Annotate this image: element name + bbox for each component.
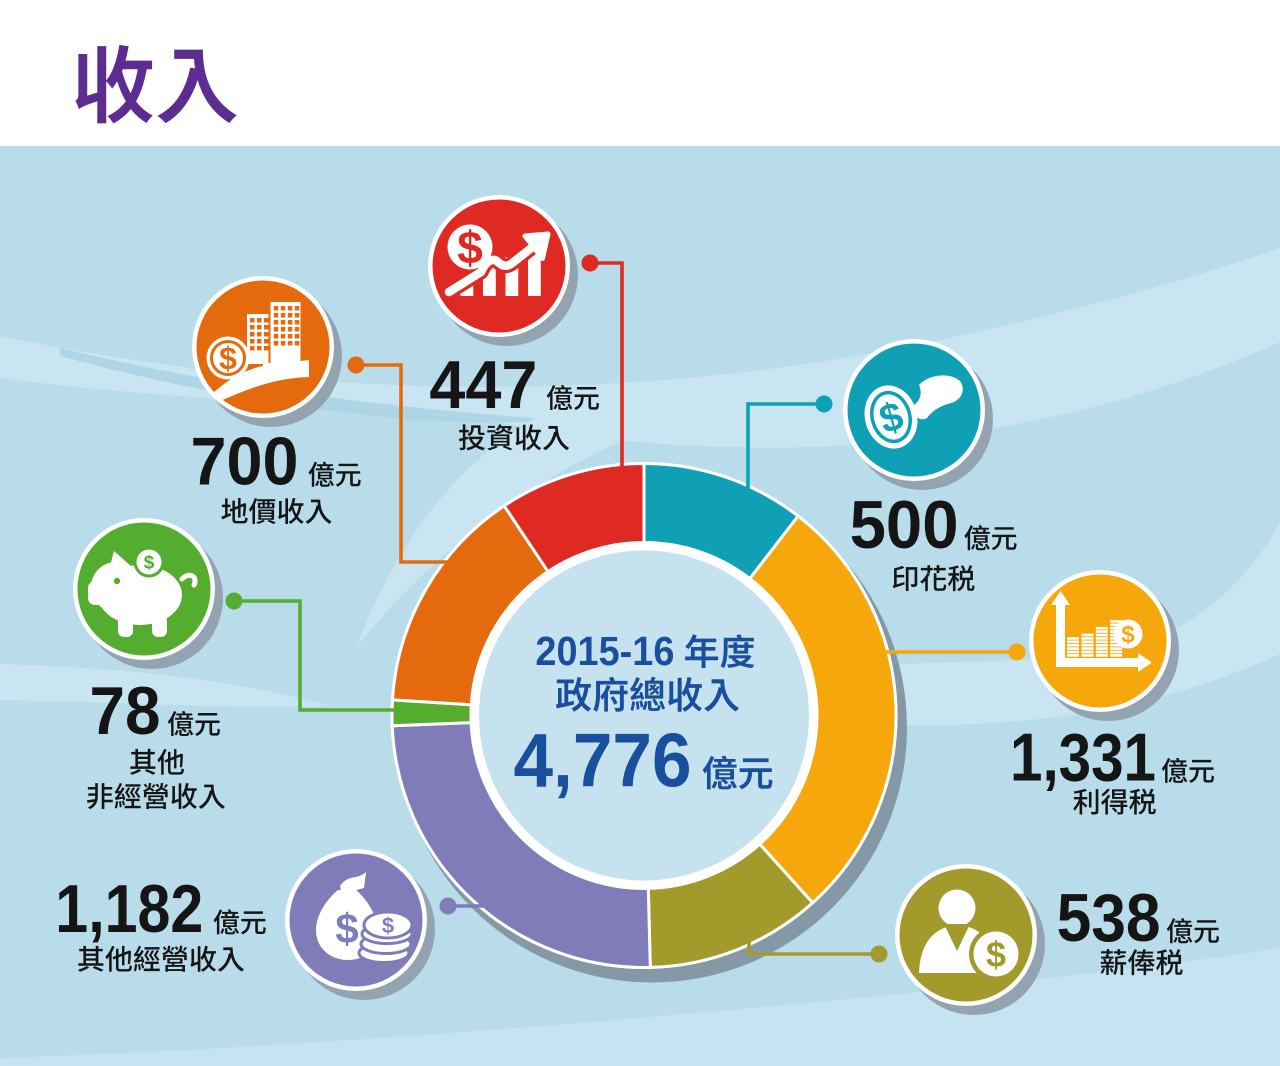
svg-text:500: 500 xyxy=(850,487,959,563)
svg-text:538: 538 xyxy=(1057,880,1161,956)
svg-text:2015-16: 2015-16 xyxy=(535,628,674,674)
svg-text:4,776: 4,776 xyxy=(514,718,692,803)
svg-text:447: 447 xyxy=(429,347,537,423)
svg-text:700: 700 xyxy=(191,424,299,500)
svg-text:1,182: 1,182 xyxy=(55,871,203,947)
svg-text:1,331: 1,331 xyxy=(1010,720,1156,796)
svg-text:78: 78 xyxy=(90,673,161,749)
